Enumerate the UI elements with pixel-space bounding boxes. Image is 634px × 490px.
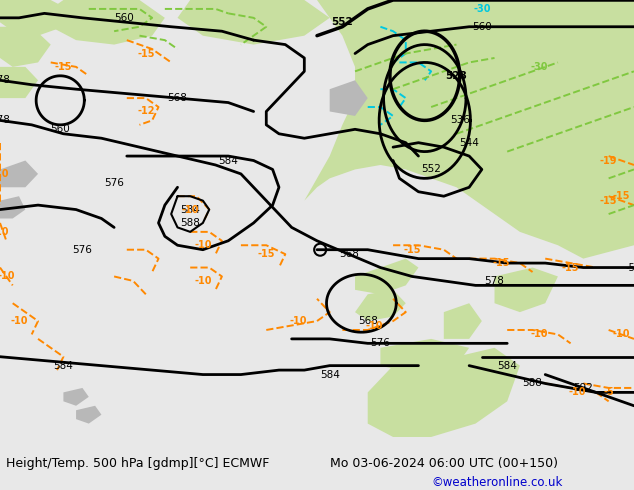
Text: -10: -10 xyxy=(365,320,383,331)
Text: 578: 578 xyxy=(484,276,505,286)
Polygon shape xyxy=(330,80,368,116)
Text: -19: -19 xyxy=(600,155,618,166)
Text: -12: -12 xyxy=(137,106,155,117)
Text: 560: 560 xyxy=(50,124,70,134)
Text: 552: 552 xyxy=(421,165,441,174)
Text: -15: -15 xyxy=(600,196,618,206)
Text: 578: 578 xyxy=(0,115,10,125)
Polygon shape xyxy=(0,27,51,67)
Polygon shape xyxy=(495,268,558,312)
Text: -15: -15 xyxy=(403,245,421,255)
Polygon shape xyxy=(355,259,418,294)
Text: -15: -15 xyxy=(492,258,510,268)
Text: 592: 592 xyxy=(573,383,593,393)
Text: -15: -15 xyxy=(562,263,579,272)
Text: 588: 588 xyxy=(522,378,543,389)
Text: -10: -10 xyxy=(568,388,586,397)
Polygon shape xyxy=(51,0,165,45)
Polygon shape xyxy=(0,0,76,36)
Text: 528: 528 xyxy=(446,71,467,81)
Text: -30: -30 xyxy=(473,4,491,14)
Text: 584: 584 xyxy=(53,361,74,370)
Text: ©weatheronline.co.uk: ©weatheronline.co.uk xyxy=(431,476,562,489)
Text: -10: -10 xyxy=(181,204,199,215)
Text: 584: 584 xyxy=(180,204,200,215)
Text: Height/Temp. 500 hPa [gdmp][°C] ECMWF: Height/Temp. 500 hPa [gdmp][°C] ECMWF xyxy=(6,457,269,469)
Text: -10: -10 xyxy=(194,276,212,286)
Text: -5: -5 xyxy=(604,388,614,397)
Polygon shape xyxy=(0,196,25,219)
Polygon shape xyxy=(380,339,469,374)
Text: 584: 584 xyxy=(218,155,238,166)
Text: -10: -10 xyxy=(0,169,9,179)
Text: -15: -15 xyxy=(612,191,630,201)
Polygon shape xyxy=(0,67,38,98)
Text: 560: 560 xyxy=(113,13,134,23)
Text: 552: 552 xyxy=(332,17,353,27)
Text: 588: 588 xyxy=(180,218,200,228)
Text: -10: -10 xyxy=(0,227,9,237)
Text: -15: -15 xyxy=(55,62,72,72)
Text: 576: 576 xyxy=(104,178,124,188)
Text: 576: 576 xyxy=(370,338,391,348)
Text: -15: -15 xyxy=(257,249,275,259)
Polygon shape xyxy=(368,348,520,437)
Polygon shape xyxy=(444,303,482,339)
Text: 584: 584 xyxy=(320,369,340,380)
Polygon shape xyxy=(76,406,101,423)
Text: -10: -10 xyxy=(0,271,15,281)
Text: -10: -10 xyxy=(289,316,307,326)
Text: -57: -57 xyxy=(626,263,634,272)
Polygon shape xyxy=(63,388,89,406)
Text: -30: -30 xyxy=(530,62,548,72)
Text: Mo 03-06-2024 06:00 UTC (00+150): Mo 03-06-2024 06:00 UTC (00+150) xyxy=(330,457,558,469)
Text: -15: -15 xyxy=(137,49,155,58)
Text: 576: 576 xyxy=(72,245,93,255)
Polygon shape xyxy=(304,0,634,259)
Text: 560: 560 xyxy=(472,22,492,32)
Polygon shape xyxy=(178,0,330,45)
Text: -10: -10 xyxy=(10,316,28,326)
Text: 568: 568 xyxy=(358,316,378,326)
Text: 568: 568 xyxy=(167,93,188,103)
Text: 544: 544 xyxy=(459,138,479,147)
Text: -10: -10 xyxy=(530,329,548,340)
Polygon shape xyxy=(0,161,38,187)
Text: 568: 568 xyxy=(339,249,359,259)
Text: 536: 536 xyxy=(450,115,470,125)
Text: 578: 578 xyxy=(0,75,10,85)
Polygon shape xyxy=(355,290,406,321)
Text: -10: -10 xyxy=(612,329,630,340)
Text: -10: -10 xyxy=(194,240,212,250)
Text: 584: 584 xyxy=(497,361,517,370)
